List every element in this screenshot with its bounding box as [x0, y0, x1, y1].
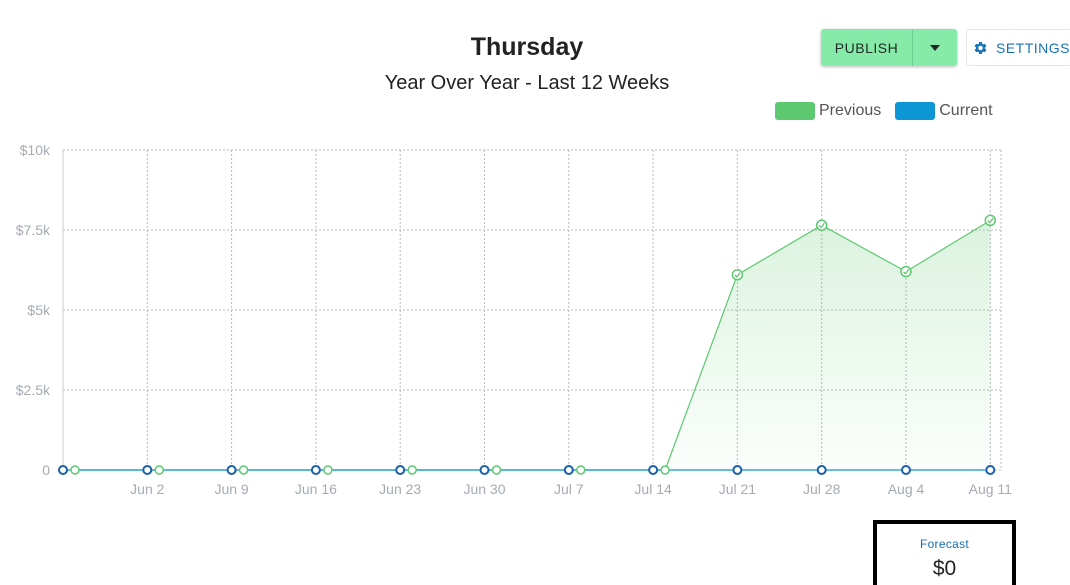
forecast-value: $0: [932, 557, 957, 580]
y-tick-label: $7.5k: [16, 222, 51, 238]
point-check-previous: [818, 222, 826, 229]
x-tick-label: Aug 11: [969, 481, 1013, 497]
point-previous: [407, 465, 417, 475]
chart-subtitle: Year Over Year - Last 12 Weeks: [384, 72, 670, 94]
x-tick-label: Jun 30: [463, 481, 505, 497]
y-tick-label: $2.5k: [16, 382, 51, 398]
point-previous: [154, 465, 165, 475]
point-previous: [491, 465, 502, 475]
chart-axis-labels: 0 $2.5k $5k $7.5k $10k Jun 2 Jun 9 Jun 16 Jun 23…: [16, 142, 1012, 497]
point-current: [479, 465, 490, 475]
point-check-previous: [903, 269, 910, 275]
point-previous: [576, 465, 586, 475]
x-tick-label: Jun 16: [295, 481, 337, 497]
legend-label-current: Current: [939, 102, 993, 119]
publish-button[interactable]: PUBLISH: [821, 29, 913, 66]
point-previous: [323, 465, 333, 475]
point-check-previous: [987, 217, 994, 224]
caret-down-icon: [930, 44, 940, 51]
point-current: [732, 465, 743, 475]
x-tick-label: Jul 21: [719, 481, 757, 497]
x-tick-label: Jul 28: [803, 481, 841, 497]
x-tick-label: Jun 2: [130, 481, 164, 497]
series-area-previous: [75, 220, 991, 470]
settings-button[interactable]: SETTINGS: [966, 29, 1070, 66]
forecast-panel: Forecast $0: [873, 520, 1016, 585]
y-tick-label: 0: [42, 462, 50, 478]
legend-swatch-current: [895, 102, 936, 120]
x-tick-label: Jun 23: [379, 481, 421, 497]
point-previous: [815, 219, 828, 231]
point-current: [310, 465, 321, 475]
y-tick-label: $10k: [20, 142, 51, 158]
x-tick-label: Jul 7: [554, 481, 584, 497]
x-tick-label: Jul 14: [634, 481, 672, 497]
point-current: [395, 465, 406, 475]
point-current: [901, 465, 911, 475]
point-previous: [660, 465, 670, 475]
legend-item-current[interactable]: Current: [895, 102, 993, 120]
forecast-label: Forecast: [919, 537, 970, 551]
point-previous: [70, 465, 80, 475]
point-current: [142, 465, 153, 475]
x-tick-label: Jun 9: [214, 481, 248, 497]
gear-icon: [974, 41, 987, 54]
point-previous: [984, 214, 997, 227]
legend-label-previous: Previous: [819, 102, 882, 119]
settings-label: SETTINGS: [995, 39, 1070, 56]
point-current: [985, 465, 996, 475]
legend-item-previous[interactable]: Previous: [775, 102, 881, 120]
point-current: [58, 465, 68, 475]
chart-series: [58, 214, 997, 475]
legend-swatch-previous: [775, 102, 815, 120]
point-previous: [900, 265, 912, 278]
publish-dropdown-button[interactable]: [913, 29, 957, 66]
point-current: [563, 465, 574, 475]
point-current: [226, 465, 237, 475]
publish-button-group: PUBLISH: [821, 29, 957, 66]
y-tick-label: $5k: [27, 302, 51, 318]
point-current: [816, 465, 827, 475]
point-previous: [238, 465, 249, 475]
x-tick-label: Aug 4: [888, 481, 925, 497]
point-previous: [731, 269, 744, 281]
point-current: [648, 465, 659, 475]
chart-title: Thursday: [470, 33, 584, 61]
chart-legend: Previous Current: [775, 102, 1007, 120]
point-check-previous: [734, 272, 741, 278]
